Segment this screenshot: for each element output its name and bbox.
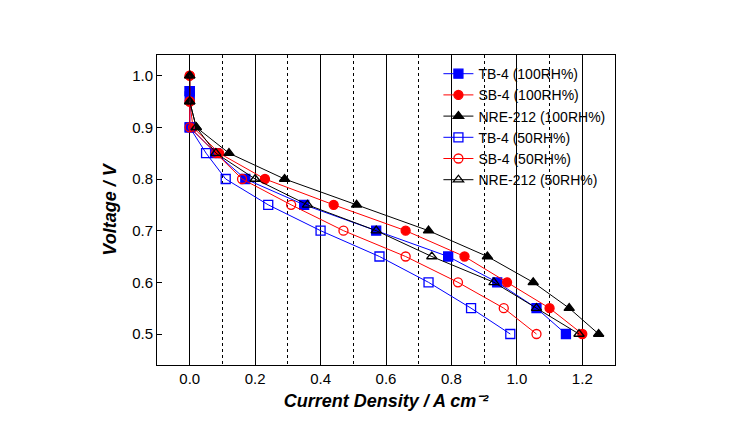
svg-text:Current Density / A cm⁻²: Current Density / A cm⁻² [284, 391, 490, 411]
svg-text:0.6: 0.6 [132, 274, 153, 291]
svg-text:0.0: 0.0 [179, 370, 200, 387]
svg-text:0.8: 0.8 [441, 370, 462, 387]
svg-text:0.4: 0.4 [310, 370, 331, 387]
svg-text:NRE-212 (100RH%): NRE-212 (100RH%) [478, 109, 605, 125]
svg-text:1.2: 1.2 [572, 370, 593, 387]
svg-text:0.6: 0.6 [376, 370, 397, 387]
svg-text:0.5: 0.5 [132, 325, 153, 342]
svg-text:TB-4 (50RH%): TB-4 (50RH%) [478, 130, 570, 146]
svg-text:NRE-212 (50RH%): NRE-212 (50RH%) [478, 172, 597, 188]
svg-text:TB-4 (100RH%): TB-4 (100RH%) [478, 66, 578, 82]
svg-text:0.9: 0.9 [132, 119, 153, 136]
svg-text:1.0: 1.0 [506, 370, 527, 387]
svg-text:SB-4 (50RH%): SB-4 (50RH%) [478, 151, 571, 167]
svg-text:0.2: 0.2 [245, 370, 266, 387]
svg-text:SB-4 (100RH%): SB-4 (100RH%) [478, 87, 578, 103]
svg-text:1.0: 1.0 [132, 67, 153, 84]
svg-text:0.7: 0.7 [132, 222, 153, 239]
svg-text:0.8: 0.8 [132, 170, 153, 187]
svg-text:Voltage / V: Voltage / V [100, 162, 120, 255]
